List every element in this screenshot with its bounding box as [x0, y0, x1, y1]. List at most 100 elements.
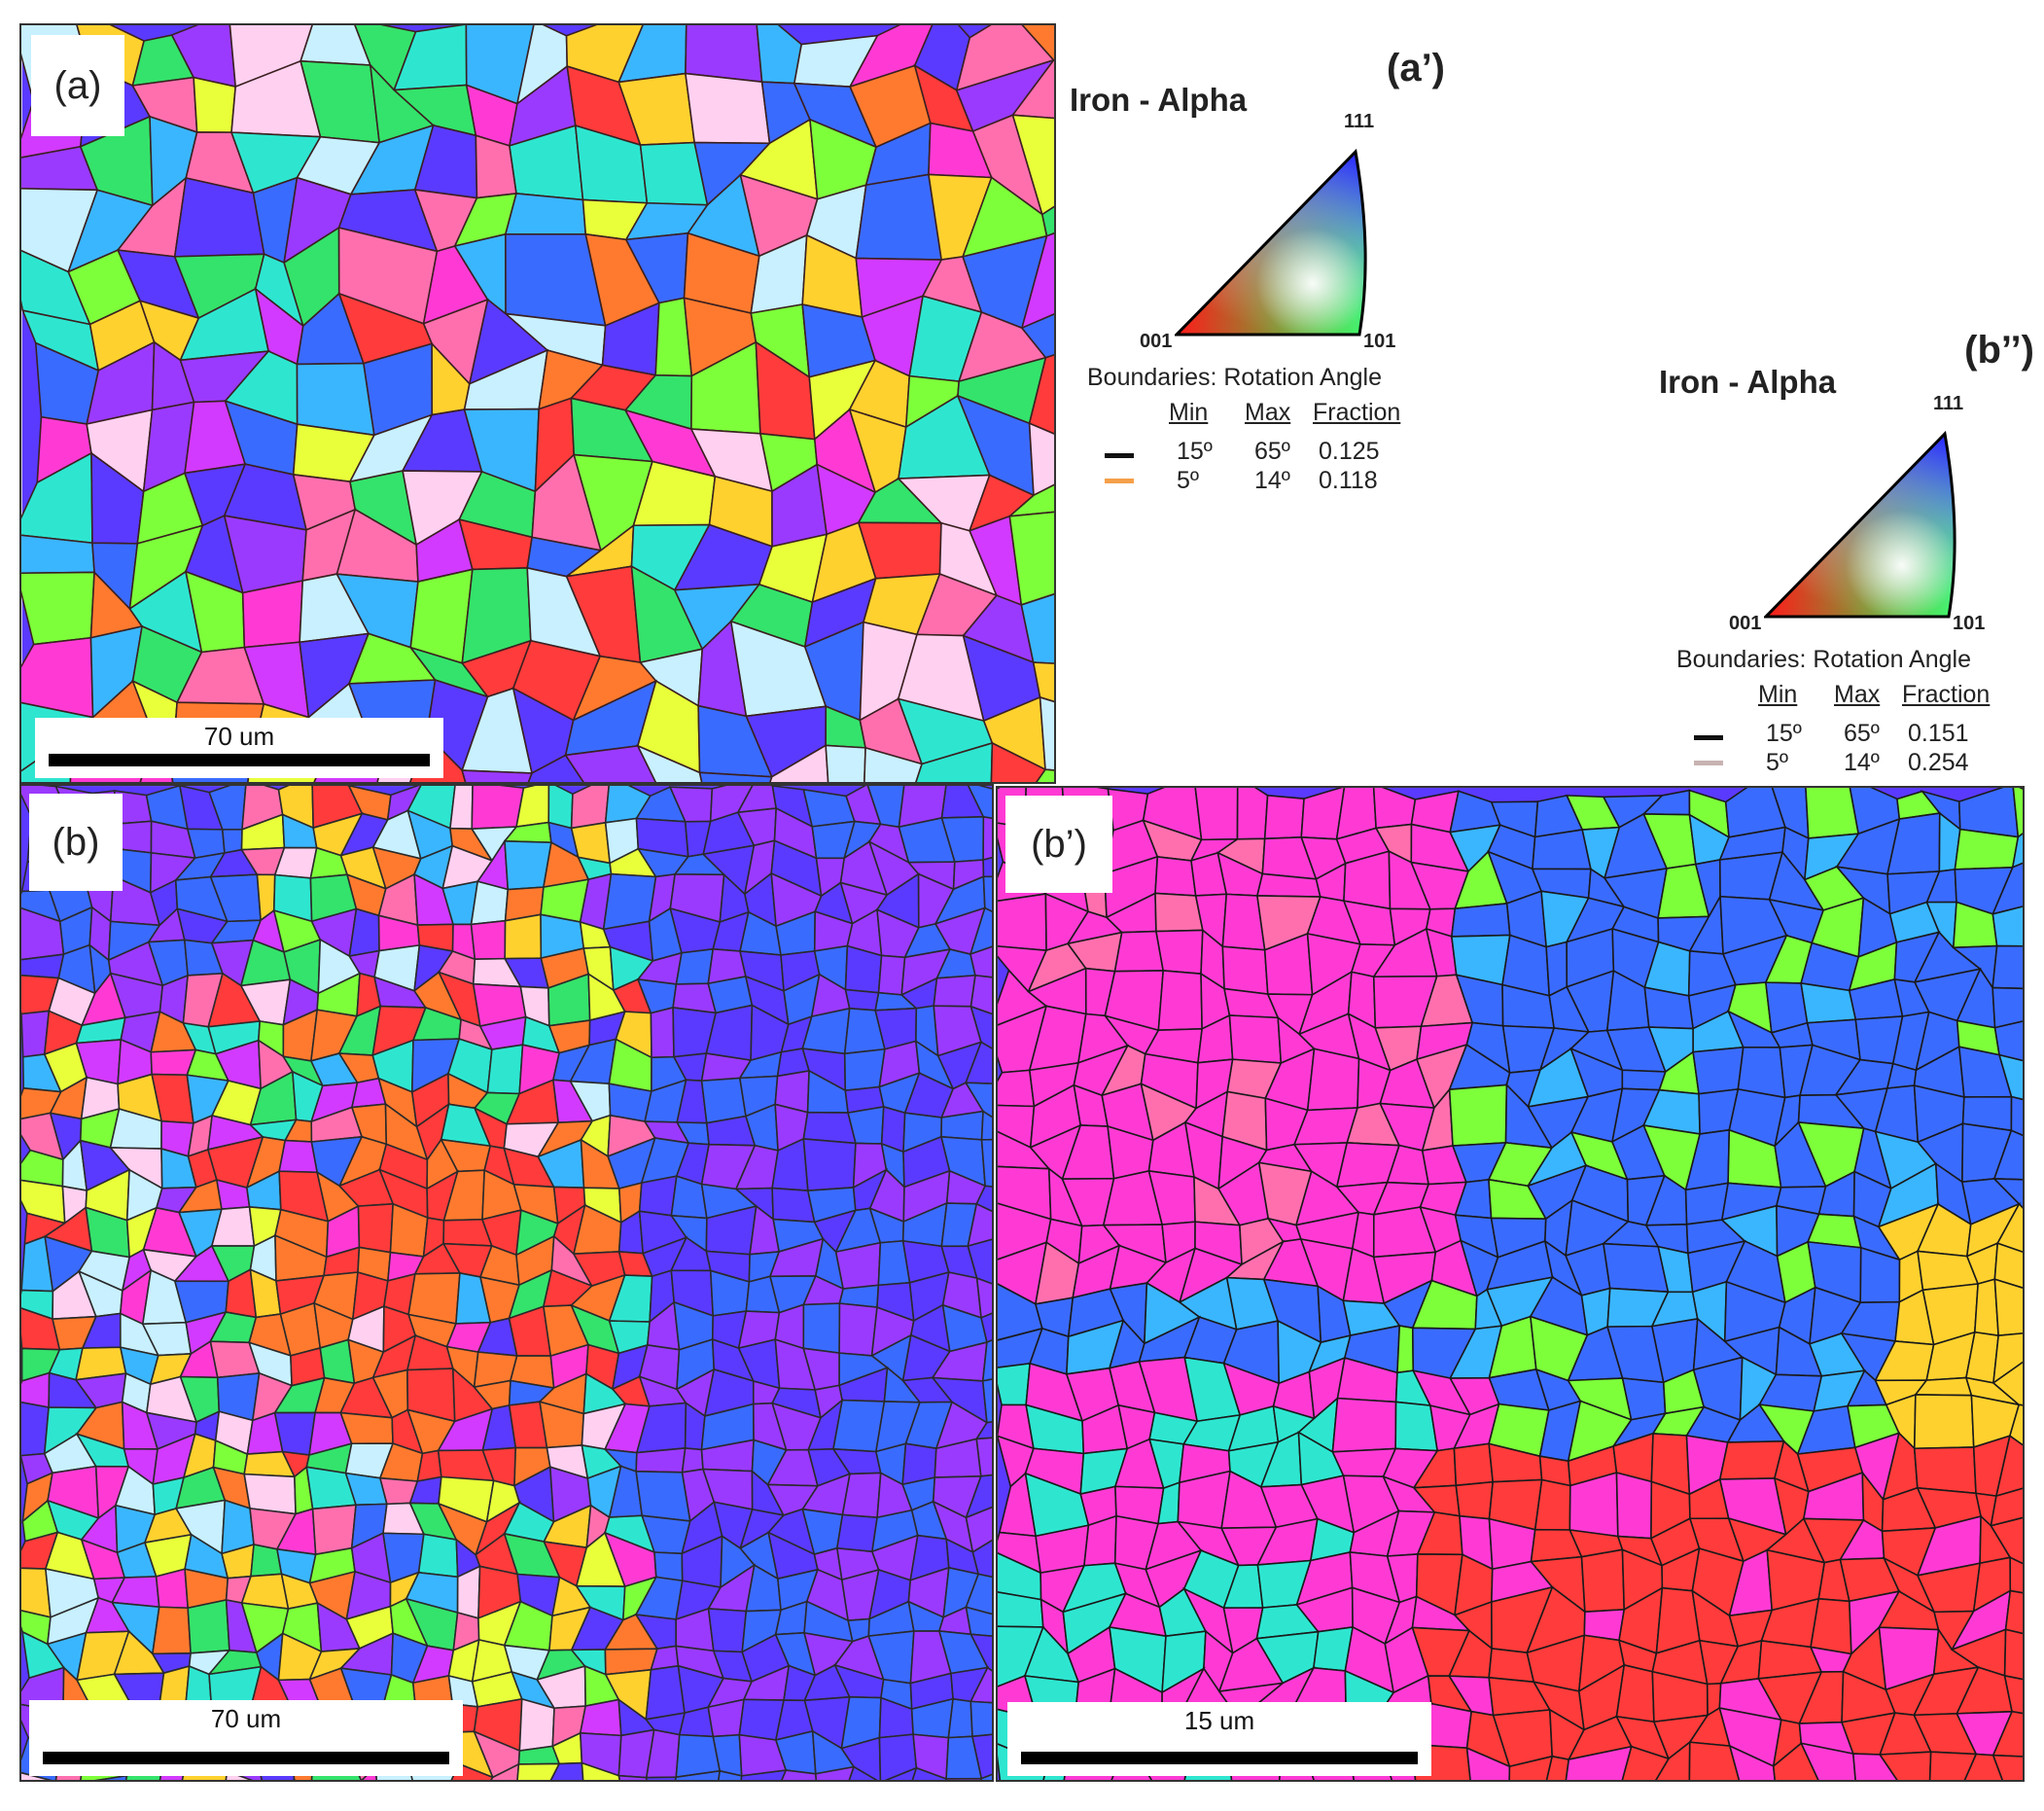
grain	[1963, 1753, 2004, 1780]
grain	[2003, 1628, 2023, 1681]
grain	[1991, 1754, 2023, 1780]
grain	[1991, 1332, 2023, 1385]
grain	[2011, 833, 2023, 870]
grain	[1913, 1446, 1977, 1495]
grain	[980, 1110, 992, 1141]
grain	[915, 741, 994, 782]
grain	[1990, 1487, 2023, 1527]
grain	[635, 1447, 687, 1474]
grain	[1450, 903, 1511, 938]
boundary-max: 65º	[1254, 438, 1290, 465]
grain	[1006, 483, 1054, 517]
grain	[1396, 1325, 1415, 1374]
ipf-color-triangle	[1173, 146, 1381, 337]
grain	[1236, 788, 1269, 840]
scale-bar-line	[43, 1752, 449, 1764]
ebsd-map-a: (a) 70 um	[19, 23, 1056, 784]
grain	[1878, 1751, 1932, 1780]
ebsd-map-b-prime: (b’) 15 um	[996, 786, 2025, 1782]
grain	[1028, 422, 1054, 497]
grain	[2004, 1589, 2023, 1635]
boundary-swatch-high	[1694, 735, 1723, 740]
grain	[1992, 1129, 2023, 1181]
grain	[975, 1276, 992, 1319]
grain	[975, 1185, 992, 1213]
grain	[964, 1082, 992, 1119]
grain	[802, 1302, 841, 1355]
col-header-max: Max	[1245, 399, 1291, 426]
grain	[311, 1504, 357, 1556]
grain	[947, 1697, 973, 1739]
ipf-vertex-101: 101	[1953, 613, 1986, 634]
scale-bar-line	[49, 754, 430, 766]
grain	[969, 1666, 992, 1704]
grain	[516, 1762, 561, 1780]
grain	[470, 919, 507, 961]
grain	[650, 1006, 675, 1059]
grain	[998, 1069, 1036, 1108]
legend-phase-name: Iron - Alpha	[1659, 364, 1837, 400]
grain	[1993, 1020, 2023, 1062]
grain	[1011, 114, 1054, 216]
grain	[1154, 892, 1204, 933]
scale-bar-label: 15 um	[1183, 1706, 1255, 1735]
grain	[357, 1202, 395, 1254]
grain	[975, 1437, 992, 1477]
legend-phase-name: Iron - Alpha	[1070, 82, 1248, 118]
grain	[1994, 1434, 2023, 1498]
grain	[1545, 1755, 1570, 1780]
grain	[971, 1539, 992, 1579]
ipf-vertex-001: 001	[1729, 613, 1762, 634]
grain	[21, 1771, 53, 1780]
grain	[417, 1533, 459, 1579]
legend-panel-label: (a’)	[1387, 47, 1445, 89]
grain	[843, 1048, 886, 1092]
grain	[1718, 1440, 1785, 1480]
grain	[1991, 906, 2023, 947]
grain	[814, 1765, 856, 1780]
grain	[998, 1362, 1032, 1406]
grain	[700, 1077, 747, 1124]
ipf-legend-a: (a’) Iron - Alpha 111 001 101 Boundaries…	[1064, 39, 1453, 525]
grain	[1621, 1745, 1671, 1780]
grain	[1113, 930, 1165, 973]
grain	[1020, 593, 1054, 664]
grain	[969, 1005, 992, 1049]
boundary-swatch-low	[1694, 761, 1723, 765]
grain	[969, 1633, 992, 1672]
grain	[675, 947, 715, 985]
grain	[2003, 1674, 2023, 1715]
boundary-min: 5º	[1177, 467, 1200, 494]
grain-texture-b-prime	[998, 788, 2023, 1780]
grain	[1655, 1740, 1691, 1780]
grain	[653, 1551, 684, 1582]
boundary-min: 5º	[1766, 749, 1789, 776]
grain	[1993, 1242, 2023, 1289]
grain	[990, 741, 1047, 782]
grain-texture-b	[21, 786, 992, 1780]
grain	[193, 76, 237, 133]
grain	[1036, 768, 1054, 782]
grain	[1453, 1442, 1495, 1487]
grain	[841, 1472, 882, 1519]
ipf-vertex-001: 001	[1140, 331, 1173, 352]
grain	[518, 1697, 555, 1752]
grain	[1997, 1053, 2023, 1101]
grain	[844, 988, 880, 1012]
col-header-min: Min	[1758, 681, 1798, 708]
grain	[1010, 58, 1054, 120]
grain	[1194, 788, 1239, 841]
grain	[296, 362, 375, 437]
grain	[1263, 794, 1305, 840]
grain	[769, 744, 829, 782]
grain	[781, 1769, 818, 1780]
grain	[911, 1766, 948, 1780]
grain	[1154, 856, 1197, 897]
grain	[980, 1773, 992, 1780]
boundary-max: 14º	[1254, 467, 1290, 494]
panel-label-b-prime: (b’)	[1005, 796, 1112, 893]
grain	[1928, 1751, 1978, 1780]
grain	[646, 1776, 678, 1780]
boundary-fraction: 0.151	[1908, 720, 1969, 747]
col-header-max: Max	[1834, 681, 1881, 708]
